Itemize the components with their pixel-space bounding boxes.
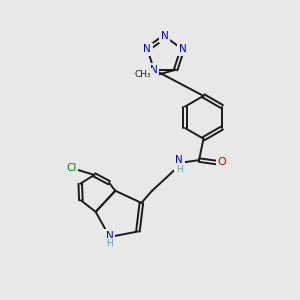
Text: O: O <box>217 158 226 167</box>
Text: N: N <box>106 231 113 241</box>
Text: N: N <box>143 44 151 54</box>
Text: H: H <box>106 239 113 248</box>
Text: H: H <box>176 164 182 173</box>
Text: N: N <box>178 44 186 54</box>
Text: Cl: Cl <box>66 163 76 173</box>
Text: CH₃: CH₃ <box>134 70 151 79</box>
Text: N: N <box>161 32 169 41</box>
Text: N: N <box>175 155 183 165</box>
Text: N: N <box>150 65 158 75</box>
